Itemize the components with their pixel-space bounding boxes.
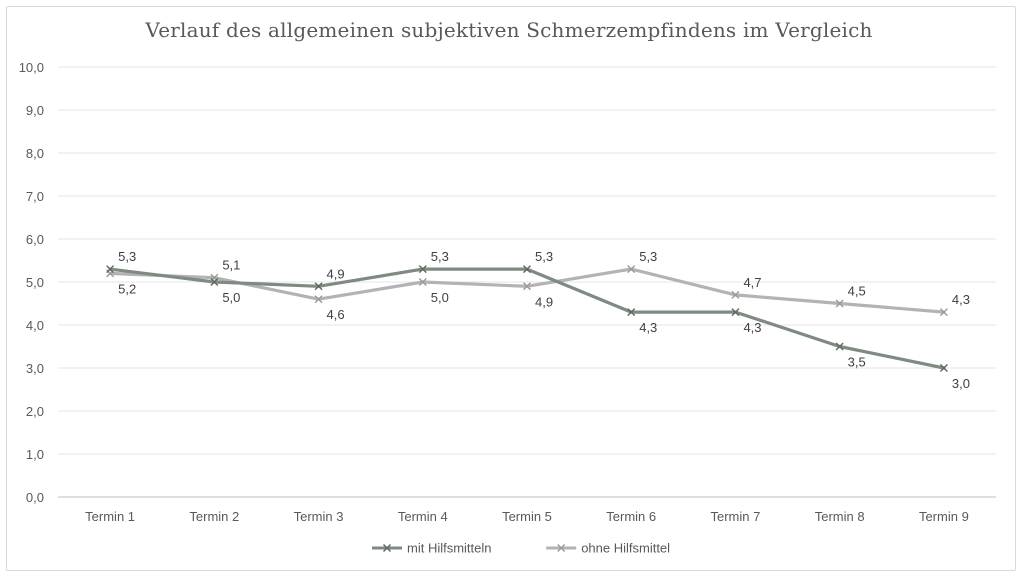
- marker-stroke: [418, 265, 427, 274]
- data-label: 5,3: [535, 249, 553, 264]
- data-point-marker: [210, 278, 219, 286]
- data-label: 4,3: [743, 320, 761, 335]
- chart-title: Verlauf des allgemeinen subjektiven Schm…: [145, 18, 873, 42]
- data-point-marker: [314, 282, 323, 291]
- data-label: 4,3: [952, 292, 970, 307]
- x-tick-label: Termin 8: [815, 509, 865, 524]
- x-tick-label: Termin 7: [711, 509, 761, 524]
- x-tick-label: Termin 4: [398, 509, 448, 524]
- data-point-marker: [314, 295, 323, 304]
- marker-stroke: [731, 308, 740, 317]
- series-lines: [106, 265, 948, 372]
- legend: mit Hilfsmitteln ohne Hilfsmittel: [372, 541, 670, 556]
- x-tick-label: Termin 1: [85, 509, 135, 524]
- y-tick-label: 5,0: [26, 275, 44, 290]
- y-tick-label: 8,0: [26, 146, 44, 161]
- data-point-marker: [627, 265, 636, 274]
- data-point-marker: [523, 282, 531, 291]
- data-point-marker: [418, 265, 427, 274]
- y-tick-label: 7,0: [26, 189, 44, 204]
- marker-stroke: [523, 282, 531, 291]
- data-label: 4,9: [327, 266, 345, 281]
- data-point-marker: [106, 265, 115, 274]
- marker-stroke: [557, 544, 566, 552]
- marker-stroke: [523, 265, 531, 274]
- legend-label: mit Hilfsmitteln: [407, 541, 492, 556]
- y-tick-label: 3,0: [26, 361, 44, 376]
- x-tick-label: Termin 2: [189, 509, 239, 524]
- marker-stroke: [314, 282, 323, 291]
- y-tick-label: 0,0: [26, 490, 44, 505]
- marker-stroke: [210, 278, 219, 286]
- legend-item: mit Hilfsmitteln: [372, 541, 492, 556]
- x-tick-label: Termin 3: [294, 509, 344, 524]
- marker-stroke: [627, 308, 636, 317]
- marker-stroke: [835, 342, 844, 351]
- data-label: 5,3: [118, 249, 136, 264]
- data-point-marker: [557, 544, 566, 552]
- chart-frame: [6, 6, 1016, 571]
- marker-stroke: [314, 295, 323, 304]
- data-point-marker: [383, 544, 391, 552]
- marker-stroke: [731, 290, 740, 299]
- data-label: 5,0: [222, 290, 240, 305]
- data-label: 5,1: [222, 258, 240, 273]
- marker-stroke: [627, 265, 636, 274]
- data-label: 4,9: [535, 294, 553, 309]
- data-label: 4,3: [639, 320, 657, 335]
- data-label: 3,5: [848, 355, 866, 370]
- data-point-marker: [523, 265, 531, 274]
- x-tick-label: Termin 6: [606, 509, 656, 524]
- data-label: 4,5: [848, 284, 866, 299]
- y-tick-label: 9,0: [26, 103, 44, 118]
- x-tick-label: Termin 9: [919, 509, 969, 524]
- data-point-marker: [939, 364, 948, 372]
- data-point-marker: [731, 308, 740, 317]
- axis-labels: 0,0 1,0 2,0 3,0 4,0 5,0 6,0 7,0 8,0 9,0 10,0 Termin…: [19, 60, 969, 524]
- data-label: 5,2: [118, 281, 136, 296]
- data-point-marker: [835, 342, 844, 351]
- data-point-marker: [627, 308, 636, 317]
- y-tick-label: 6,0: [26, 232, 44, 247]
- marker-stroke: [835, 299, 844, 308]
- data-label: 5,3: [639, 249, 657, 264]
- data-labels: 5,3 5,2 5,0 5,1 4,9 4,6 5,3 5,0 5,3 4,9 4,3 5,3 4,3 4…: [118, 249, 970, 391]
- legend-label: ohne Hilfsmittel: [581, 541, 670, 556]
- marker-stroke: [939, 364, 948, 372]
- marker-stroke: [939, 308, 948, 317]
- data-point-marker: [939, 308, 948, 317]
- data-point-marker: [835, 299, 844, 308]
- data-point-marker: [731, 290, 740, 299]
- data-label: 5,0: [431, 290, 449, 305]
- data-label: 3,0: [952, 376, 970, 391]
- marker-stroke: [383, 544, 391, 552]
- y-tick-label: 4,0: [26, 318, 44, 333]
- data-label: 4,7: [743, 275, 761, 290]
- series-line: [108, 267, 946, 370]
- y-tick-label: 2,0: [26, 404, 44, 419]
- data-label: 5,3: [431, 249, 449, 264]
- marker-stroke: [106, 265, 115, 274]
- marker-stroke: [418, 278, 427, 286]
- y-tick-label: 10,0: [19, 60, 44, 75]
- data-point-marker: [418, 278, 427, 286]
- data-label: 4,6: [327, 307, 345, 322]
- legend-item: ohne Hilfsmittel: [546, 541, 670, 556]
- y-tick-label: 1,0: [26, 447, 44, 462]
- x-tick-label: Termin 5: [502, 509, 552, 524]
- gridlines: [58, 66, 996, 498]
